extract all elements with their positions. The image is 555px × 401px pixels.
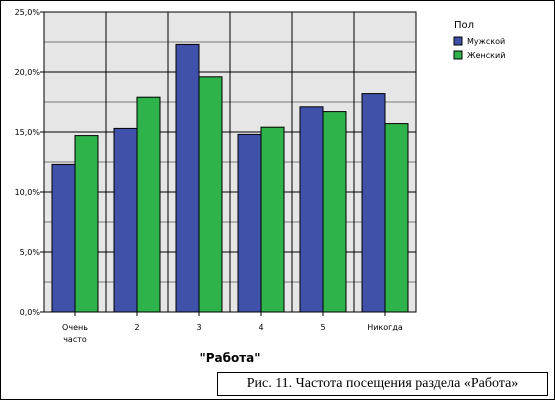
y-tick-label: 20,0% — [15, 68, 41, 77]
x-axis-title: "Работа" — [199, 351, 260, 365]
bar — [299, 106, 324, 313]
bar — [113, 127, 138, 313]
bar — [361, 93, 386, 313]
bar — [322, 111, 347, 313]
x-tick-label: 4 — [258, 323, 263, 332]
bar — [51, 163, 76, 313]
legend-swatch — [453, 36, 463, 46]
y-tick-label: 10,0% — [15, 188, 41, 197]
y-tick-label: 0,0% — [20, 308, 41, 317]
legend-label: Мужской — [467, 37, 505, 46]
legend-title: Пол — [454, 20, 474, 31]
bar — [198, 76, 223, 313]
bar — [74, 135, 99, 313]
legend-swatch — [453, 50, 463, 60]
x-tick-label: 5 — [320, 323, 325, 332]
bar — [136, 96, 161, 313]
y-tick-label: 5,0% — [20, 248, 41, 257]
bar — [384, 123, 409, 313]
x-tick-label: 2 — [134, 323, 139, 332]
plot-border — [43, 11, 417, 313]
x-tick-label: Очень часто — [62, 323, 88, 344]
y-tick-label: 15,0% — [15, 128, 41, 137]
bar — [175, 43, 200, 313]
figure-caption: Рис. 11. Частота посещения раздела «Рабо… — [217, 372, 548, 396]
x-tick-label: Никогда — [367, 323, 403, 332]
bar — [260, 126, 285, 313]
x-tick-label: 3 — [196, 323, 201, 332]
y-tick-label: 25,0% — [15, 8, 41, 17]
legend-label: Женский — [467, 51, 505, 60]
bar — [237, 133, 262, 313]
